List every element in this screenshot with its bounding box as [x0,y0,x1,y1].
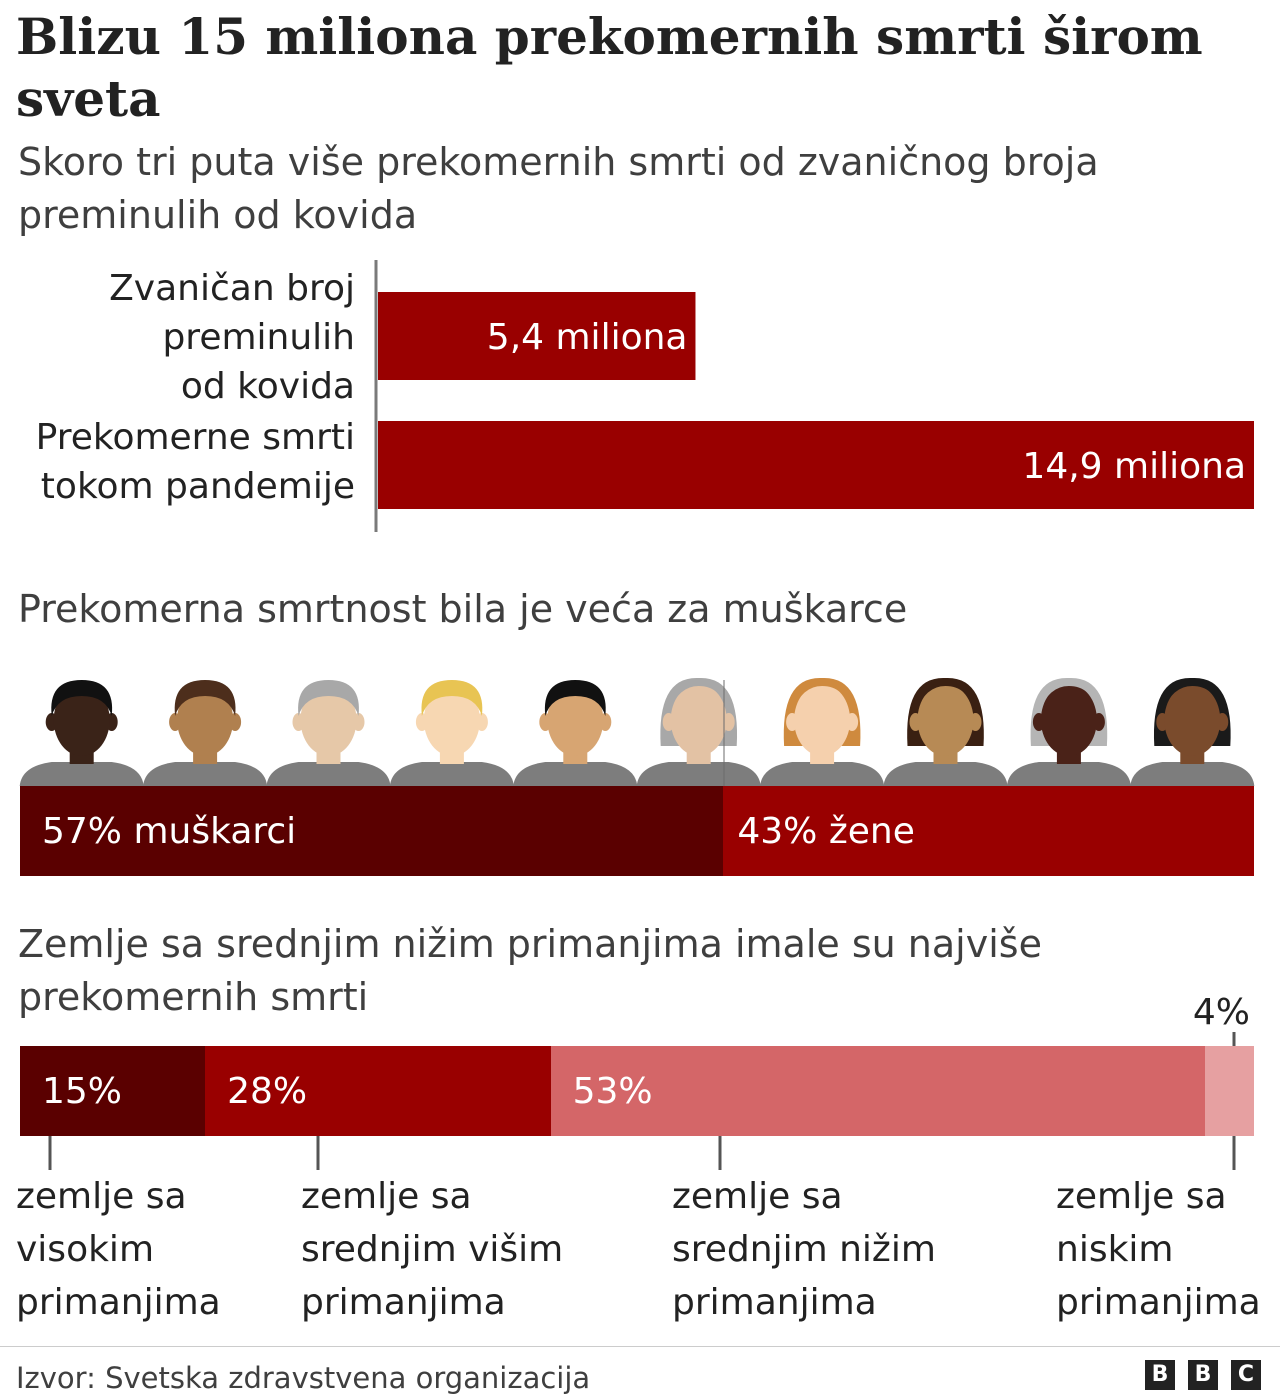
gender-segment [20,786,724,876]
person-shirt [760,762,885,786]
income-category-line: primanjima [16,1282,221,1323]
income-category-line: zemlje sa [1056,1176,1227,1217]
person-icon [292,680,365,764]
income-category-label: zemlje sa visokim primanjima [16,1170,221,1329]
income-category-line: srednjim nižim [672,1229,936,1270]
person-icon [907,677,984,764]
bbc-logo-letter: C [1231,1360,1261,1390]
income-value-label: 4% [1193,992,1250,1033]
person-shirt [513,762,638,786]
section2-subtitle: Prekomerna smrtnost bila je veća za mušk… [18,587,908,631]
income-stacked-bar: 15% 28% 53% [20,1046,1254,1136]
person-shirt [19,762,144,786]
bbc-logo-letter: B [1188,1360,1218,1390]
income-category-line: zemlje sa [301,1176,472,1217]
income-category-label: zemlje sa srednjim višim primanjima [301,1170,563,1329]
deaths-bars-svg: 5,4 miliona 14,9 miliona [374,260,1254,532]
income-ticks: 4% [48,992,1250,1170]
person-shirt [636,762,761,786]
income-category-line: zemlje sa [16,1176,187,1217]
person-icon [660,677,738,764]
person-shirt [266,762,391,786]
bbc-logo-letter: B [1145,1360,1175,1390]
income-segment [550,1046,1205,1136]
income-category-label: zemlje sa niskim primanjima [1056,1170,1261,1329]
income-segment [20,1046,206,1136]
income-category-labels: zemlje sa visokim primanjima zemlje sa sredn… [0,1170,1280,1330]
bar-excess-deaths [378,421,1254,509]
source-note: Izvor: Svetska zdravstvena organizacija [16,1361,591,1395]
income-category-line: primanjima [301,1282,506,1323]
category-label-line: tokom pandemije [40,466,355,507]
income-value-label: 28% [227,1071,308,1112]
bar-value-label: 14,9 miliona [1022,446,1246,487]
category-label-line: Zvaničan broj [109,268,355,309]
gender-value-label: 57% muškarci [42,811,297,852]
chart-title: Blizu 15 miliona prekomernih smrti širom… [16,7,1203,128]
person-icon [783,677,861,764]
income-category-line: niskim [1056,1229,1174,1270]
footer-divider [0,1346,1280,1347]
category-label-official: Zvaničan broj preminulih od kovida [109,264,355,411]
section1-subtitle: Skoro tri puta više prekomernih smrti od… [18,140,1099,237]
gender-stacked-bar: 57% muškarci 43% žene [20,786,1254,876]
bar-official-deaths [378,292,696,380]
person-shirt [883,762,1008,786]
income-segment [205,1046,551,1136]
income-value-label: 15% [42,1071,123,1112]
category-label-line: Prekomerne smrti [35,417,355,458]
income-category-line: primanjima [1056,1282,1261,1323]
income-category-line: primanjima [672,1282,877,1323]
income-segment [1204,1046,1254,1136]
person-icon [1030,677,1108,764]
person-shirt [389,762,514,786]
section3-subtitle: Zemlje sa srednjim nižim primanjima imal… [18,922,1042,1019]
gender-value-label: 43% žene [737,811,915,852]
person-icon [415,680,488,764]
person-icon [539,680,612,764]
person-icon [169,680,242,764]
people-illustration [19,677,1255,792]
bar-value-label: 5,4 miliona [487,317,688,358]
income-category-line: srednjim višim [301,1229,564,1270]
gender-segment [723,786,1254,876]
person-shirt [1006,762,1131,786]
person-icon [1153,677,1231,764]
category-label-line: preminulih [162,317,355,358]
income-value-label: 53% [572,1071,653,1112]
person-shirt [143,762,268,786]
income-category-line: zemlje sa [672,1176,843,1217]
category-label-line: od kovida [180,366,355,407]
person-shirt [1130,762,1255,786]
deaths-bar-chart: Zvaničan broj preminulih od kovida Preko… [0,258,1280,538]
income-category-line: visokim [16,1229,155,1270]
income-category-label: zemlje sa srednjim nižim primanjima [672,1170,936,1329]
category-label-excess: Prekomerne smrti tokom pandemije [36,413,355,511]
person-icon [45,680,118,764]
